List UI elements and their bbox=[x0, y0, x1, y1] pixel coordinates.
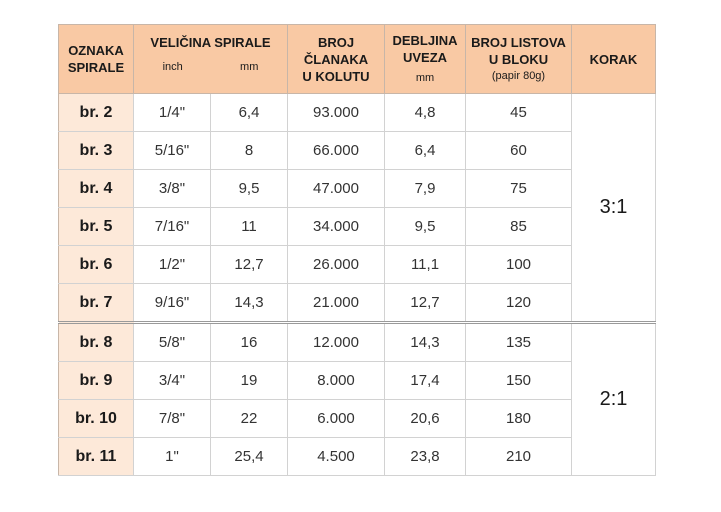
table-row: br. 8 5/8" 16 12.000 14,3 135 2:1 bbox=[58, 321, 656, 476]
row-mm: 9,5 bbox=[210, 169, 288, 208]
row-mm: 12,7 bbox=[210, 245, 288, 284]
row-links: 4.500 bbox=[287, 437, 385, 476]
header-mm-unit: mm bbox=[240, 61, 259, 73]
row-code: br. 2 bbox=[58, 93, 134, 132]
row-thickness: 17,4 bbox=[384, 361, 466, 400]
header-oznaka-line1: OZNAKA bbox=[68, 43, 124, 58]
row-inch: 7/16" bbox=[133, 207, 211, 246]
table-row: br. 11 1" 25,4 4.500 23,8 210 bbox=[58, 437, 656, 476]
header-debljina-line1: DEBLJINA bbox=[392, 32, 458, 48]
header-inch-unit: inch bbox=[162, 61, 183, 73]
row-code: br. 9 bbox=[58, 361, 134, 400]
row-links: 8.000 bbox=[287, 361, 385, 400]
header-oznaka-spirale: OZNAKA SPIRALE bbox=[58, 24, 134, 94]
table-row: br. 9 3/4" 19 8.000 17,4 150 bbox=[58, 361, 656, 400]
row-mm: 8 bbox=[210, 131, 288, 170]
row-inch: 1/2" bbox=[133, 245, 211, 284]
row-sheets: 85 bbox=[465, 207, 572, 246]
row-sheets: 120 bbox=[465, 283, 572, 323]
header-debljina-uveza: DEBLJINA UVEZA mm bbox=[384, 24, 466, 94]
row-thickness: 6,4 bbox=[384, 131, 466, 170]
table-row: br. 3 5/16" 8 66.000 6,4 60 bbox=[58, 131, 656, 170]
row-inch: 5/8" bbox=[133, 321, 211, 362]
row-code: br. 3 bbox=[58, 131, 134, 170]
row-thickness: 20,6 bbox=[384, 399, 466, 438]
row-sheets: 60 bbox=[465, 131, 572, 170]
spiral-size-table: OZNAKA SPIRALE VELIČINA SPIRALE inch mm … bbox=[58, 24, 656, 476]
row-inch: 1/4" bbox=[133, 93, 211, 132]
table-row: br. 10 7/8" 22 6.000 20,6 180 bbox=[58, 399, 656, 438]
row-sheets: 135 bbox=[465, 321, 572, 362]
row-code: br. 11 bbox=[58, 437, 134, 476]
row-inch: 3/4" bbox=[133, 361, 211, 400]
row-links: 6.000 bbox=[287, 399, 385, 438]
row-code: br. 10 bbox=[58, 399, 134, 438]
header-oznaka-line2: SPIRALE bbox=[67, 60, 125, 75]
header-listova-line1: BROJ LISTOVA bbox=[471, 34, 566, 50]
row-links: 66.000 bbox=[287, 131, 385, 170]
row-mm: 25,4 bbox=[210, 437, 288, 476]
table-row: br. 6 1/2" 12,7 26.000 11,1 100 bbox=[58, 245, 656, 284]
row-sheets: 180 bbox=[465, 399, 572, 438]
row-sheets: 210 bbox=[465, 437, 572, 476]
row-sheets: 75 bbox=[465, 169, 572, 208]
row-thickness: 11,1 bbox=[384, 245, 466, 284]
row-links: 21.000 bbox=[287, 283, 385, 323]
row-links: 12.000 bbox=[287, 321, 385, 362]
header-debljina-line2: UVEZA bbox=[402, 49, 448, 65]
row-sheets: 45 bbox=[465, 93, 572, 132]
row-mm: 6,4 bbox=[210, 93, 288, 132]
table-row: br. 7 9/16" 14,3 21.000 12,7 120 bbox=[58, 283, 656, 323]
header-row: OZNAKA SPIRALE VELIČINA SPIRALE inch mm … bbox=[58, 24, 656, 94]
header-korak: KORAK bbox=[571, 24, 656, 94]
table-row: br. 4 3/8" 9,5 47.000 7,9 75 bbox=[58, 169, 656, 208]
row-links: 93.000 bbox=[287, 93, 385, 132]
row-mm: 14,3 bbox=[210, 283, 288, 323]
pitch-ratio-3-1: 3:1 bbox=[571, 93, 656, 323]
header-velicina-spirale: VELIČINA SPIRALE inch mm bbox=[133, 24, 288, 94]
row-sheets: 150 bbox=[465, 361, 572, 400]
pitch-ratio-2-1: 2:1 bbox=[571, 321, 656, 476]
row-thickness: 4,8 bbox=[384, 93, 466, 132]
row-mm: 16 bbox=[210, 321, 288, 362]
row-code: br. 7 bbox=[58, 283, 134, 323]
row-code: br. 8 bbox=[58, 321, 134, 362]
row-thickness: 12,7 bbox=[384, 283, 466, 323]
header-broj-line2: ČLANAKA bbox=[303, 51, 369, 67]
row-code: br. 6 bbox=[58, 245, 134, 284]
table-row: br. 5 7/16" 11 34.000 9,5 85 bbox=[58, 207, 656, 246]
row-thickness: 23,8 bbox=[384, 437, 466, 476]
row-links: 47.000 bbox=[287, 169, 385, 208]
row-sheets: 100 bbox=[465, 245, 572, 284]
header-velicina-label: VELIČINA SPIRALE bbox=[150, 35, 271, 50]
header-listova-line2: U BLOKU bbox=[488, 51, 549, 67]
spiral-size-table-container: OZNAKA SPIRALE VELIČINA SPIRALE inch mm … bbox=[58, 24, 656, 476]
row-mm: 11 bbox=[210, 207, 288, 246]
row-inch: 7/8" bbox=[133, 399, 211, 438]
row-mm: 22 bbox=[210, 399, 288, 438]
row-inch: 5/16" bbox=[133, 131, 211, 170]
header-broj-listova: BROJ LISTOVA U BLOKU (papir 80g) bbox=[465, 24, 572, 94]
header-debljina-unit: mm bbox=[415, 71, 435, 84]
header-broj-line1: BROJ bbox=[317, 34, 355, 50]
row-code: br. 5 bbox=[58, 207, 134, 246]
row-mm: 19 bbox=[210, 361, 288, 400]
row-inch: 1" bbox=[133, 437, 211, 476]
header-broj-line3: U KOLUTU bbox=[302, 68, 370, 84]
table-row: br. 2 1/4" 6,4 93.000 4,8 45 3:1 bbox=[58, 93, 656, 323]
header-broj-clanaka: BROJ ČLANAKA U KOLUTU bbox=[287, 24, 385, 94]
row-thickness: 14,3 bbox=[384, 321, 466, 362]
row-inch: 9/16" bbox=[133, 283, 211, 323]
row-links: 34.000 bbox=[287, 207, 385, 246]
row-thickness: 7,9 bbox=[384, 169, 466, 208]
header-listova-unit: (papir 80g) bbox=[491, 69, 546, 82]
row-links: 26.000 bbox=[287, 245, 385, 284]
row-code: br. 4 bbox=[58, 169, 134, 208]
row-thickness: 9,5 bbox=[384, 207, 466, 246]
row-inch: 3/8" bbox=[133, 169, 211, 208]
